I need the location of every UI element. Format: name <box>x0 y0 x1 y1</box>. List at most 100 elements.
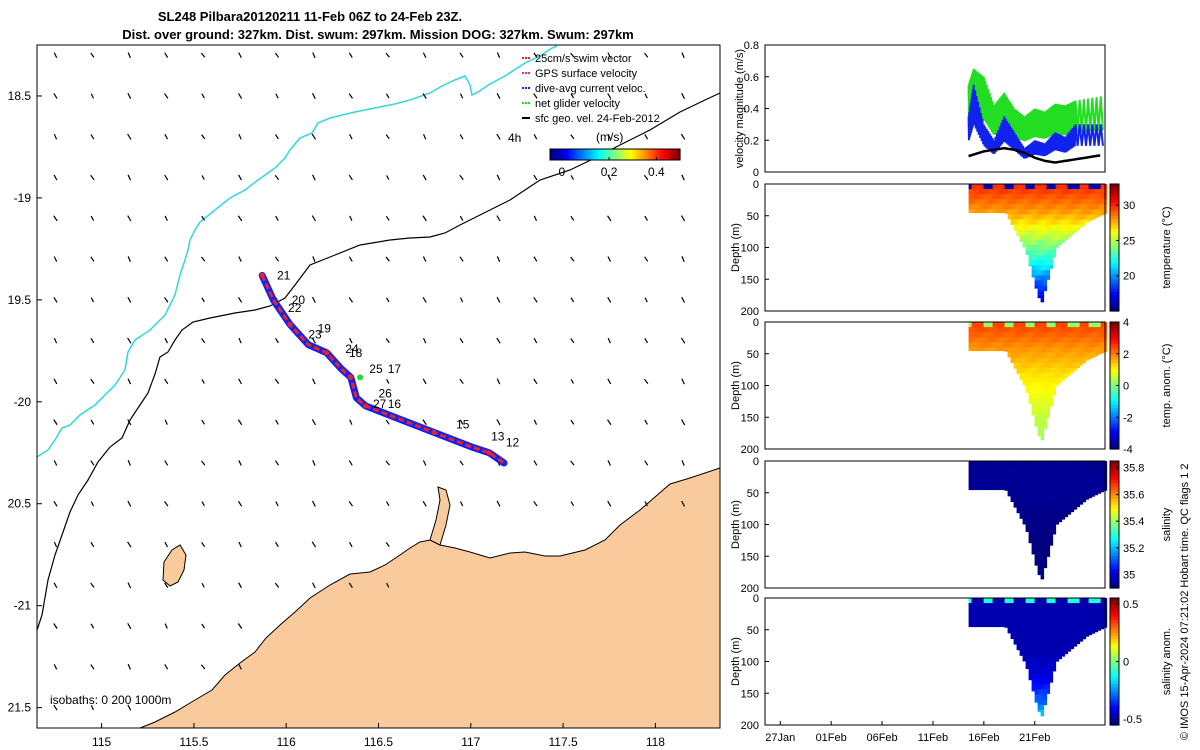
temperature-cell <box>1097 209 1102 215</box>
salinity-cell <box>1007 461 1012 467</box>
surface-velocity-vectors <box>53 52 686 711</box>
salinity-cell <box>1031 501 1036 508</box>
salinity-anomaly-colorbar-swatch <box>1110 607 1119 612</box>
salinity-cell <box>1070 506 1075 513</box>
temperature-cell <box>1019 239 1024 242</box>
day-label: 13 <box>491 430 505 444</box>
salinity-cell <box>1088 476 1093 482</box>
salinity-anomaly-cell <box>1022 603 1027 609</box>
temperature-cell <box>1037 290 1042 297</box>
temperature-anomaly-cell <box>989 342 994 348</box>
temperature-cell <box>1067 184 1072 190</box>
salinity-anomaly-colorbar-tick-label: -0.5 <box>1123 714 1142 726</box>
temperature-anomaly-cell <box>968 337 973 343</box>
salinity-cell <box>1043 476 1048 482</box>
temperature-cell <box>1037 265 1042 271</box>
temperature-anomaly-cell <box>1079 332 1084 338</box>
temperature-anomaly-cell <box>1061 347 1066 353</box>
temperature-colorbar-swatch <box>1110 285 1119 290</box>
salinity-cell <box>1049 511 1054 518</box>
velocity-arrow <box>349 215 353 221</box>
salinity-anomaly-cell <box>977 618 982 624</box>
temperature-anomaly-cell <box>1001 342 1006 348</box>
temperature-cell <box>1025 250 1030 255</box>
temperature-cell <box>1022 229 1027 236</box>
salinity-cell <box>1040 496 1045 503</box>
temperature-cell <box>1043 209 1048 215</box>
temperature-anomaly-cell <box>968 332 973 338</box>
velocity-arrow <box>533 256 538 262</box>
temperature-cell <box>971 194 976 200</box>
salinity-cell <box>1043 491 1048 498</box>
temperature-cell <box>1001 189 1006 195</box>
velocity-arrow <box>53 419 58 426</box>
temperature-cell <box>1037 234 1042 241</box>
salinity-anomaly-colorbar-swatch <box>1110 674 1119 678</box>
salinity-anomaly-cell <box>1052 664 1057 670</box>
temperature-anomaly-cell <box>1013 357 1018 364</box>
temperature-anomaly-cell <box>1097 352 1102 355</box>
salinity-anomaly-cell <box>1067 618 1072 624</box>
temperature-cell <box>1070 189 1075 195</box>
day-label: 12 <box>506 436 520 450</box>
salinity-anomaly-cell <box>974 618 979 624</box>
velocity-arrow <box>53 256 58 262</box>
salinity-anomaly-cell <box>1088 613 1093 619</box>
salinity-colorbar-swatch <box>1110 505 1119 510</box>
salinity-cell <box>1088 486 1093 492</box>
temperature-anomaly-cell <box>1043 418 1048 425</box>
temperature-cell <box>1091 194 1096 200</box>
salinity-anomaly-colorbar-swatch <box>1110 645 1119 650</box>
temperature-cell <box>1019 214 1024 221</box>
salinity-anomaly-cell <box>980 603 985 609</box>
temperature-cell <box>971 189 976 195</box>
salinity-cell <box>1043 532 1048 538</box>
salinity-anomaly-cell <box>968 623 973 628</box>
salinity-anomaly-cell <box>1013 598 1018 604</box>
temperature-cell <box>1049 255 1054 261</box>
salinity-cell <box>1070 496 1075 503</box>
salinity-cell <box>1076 491 1081 498</box>
temperature-anomaly-cell <box>1040 367 1045 374</box>
temperature-cell <box>1037 184 1042 190</box>
temperature-anomaly-cell <box>1034 332 1039 338</box>
salinity-cell <box>1034 516 1039 523</box>
salinity-cell <box>1052 471 1057 477</box>
velocity-arrow <box>533 500 538 507</box>
velocity-arrow <box>644 501 648 507</box>
temperature-cell <box>1037 280 1042 287</box>
temperature-anomaly-colorbar-swatch <box>1110 379 1119 383</box>
salinity-anomaly-cell <box>968 618 973 624</box>
temperature-anomaly-colorbar-swatch <box>1110 372 1119 377</box>
salinity-anomaly-cell <box>1070 603 1075 609</box>
salinity-cell <box>1049 506 1054 513</box>
salinity-cell <box>1079 461 1084 467</box>
temperature-cell <box>1094 194 1099 200</box>
salinity-cell <box>1100 471 1105 477</box>
temperature-anomaly-cell <box>1028 367 1033 374</box>
temperature-cell <box>1019 209 1024 215</box>
temperature-anomaly-cell <box>1025 377 1030 384</box>
salinity-cell <box>1094 491 1099 496</box>
temperature-cell <box>1025 199 1030 205</box>
salinity-colorbar-label: salinity <box>1161 507 1173 541</box>
colorbar-swatch <box>602 149 605 160</box>
temperature-anomaly-cell <box>977 332 982 338</box>
temperature-cell <box>1082 189 1087 195</box>
salinity-cell <box>1040 552 1045 559</box>
salinity-anomaly-cell <box>1094 623 1099 629</box>
salinity-anomaly-cell <box>1025 598 1030 604</box>
salinity-anomaly-cell <box>1064 633 1069 640</box>
salinity-anomaly-cell <box>1010 623 1015 629</box>
land-peninsula <box>429 486 451 546</box>
colorbar-swatch <box>563 149 566 160</box>
salinity-anomaly-cell <box>1034 603 1039 609</box>
temperature-anomaly-cell <box>1076 337 1081 343</box>
temperature-anomaly-cell <box>1073 347 1078 353</box>
temperature-anomaly-cell <box>1085 352 1090 359</box>
velocity-arrow <box>459 215 464 221</box>
salinity-cell <box>1031 527 1036 533</box>
temperature-cell <box>1046 275 1051 280</box>
temperature-anomaly-cell <box>1013 322 1018 328</box>
